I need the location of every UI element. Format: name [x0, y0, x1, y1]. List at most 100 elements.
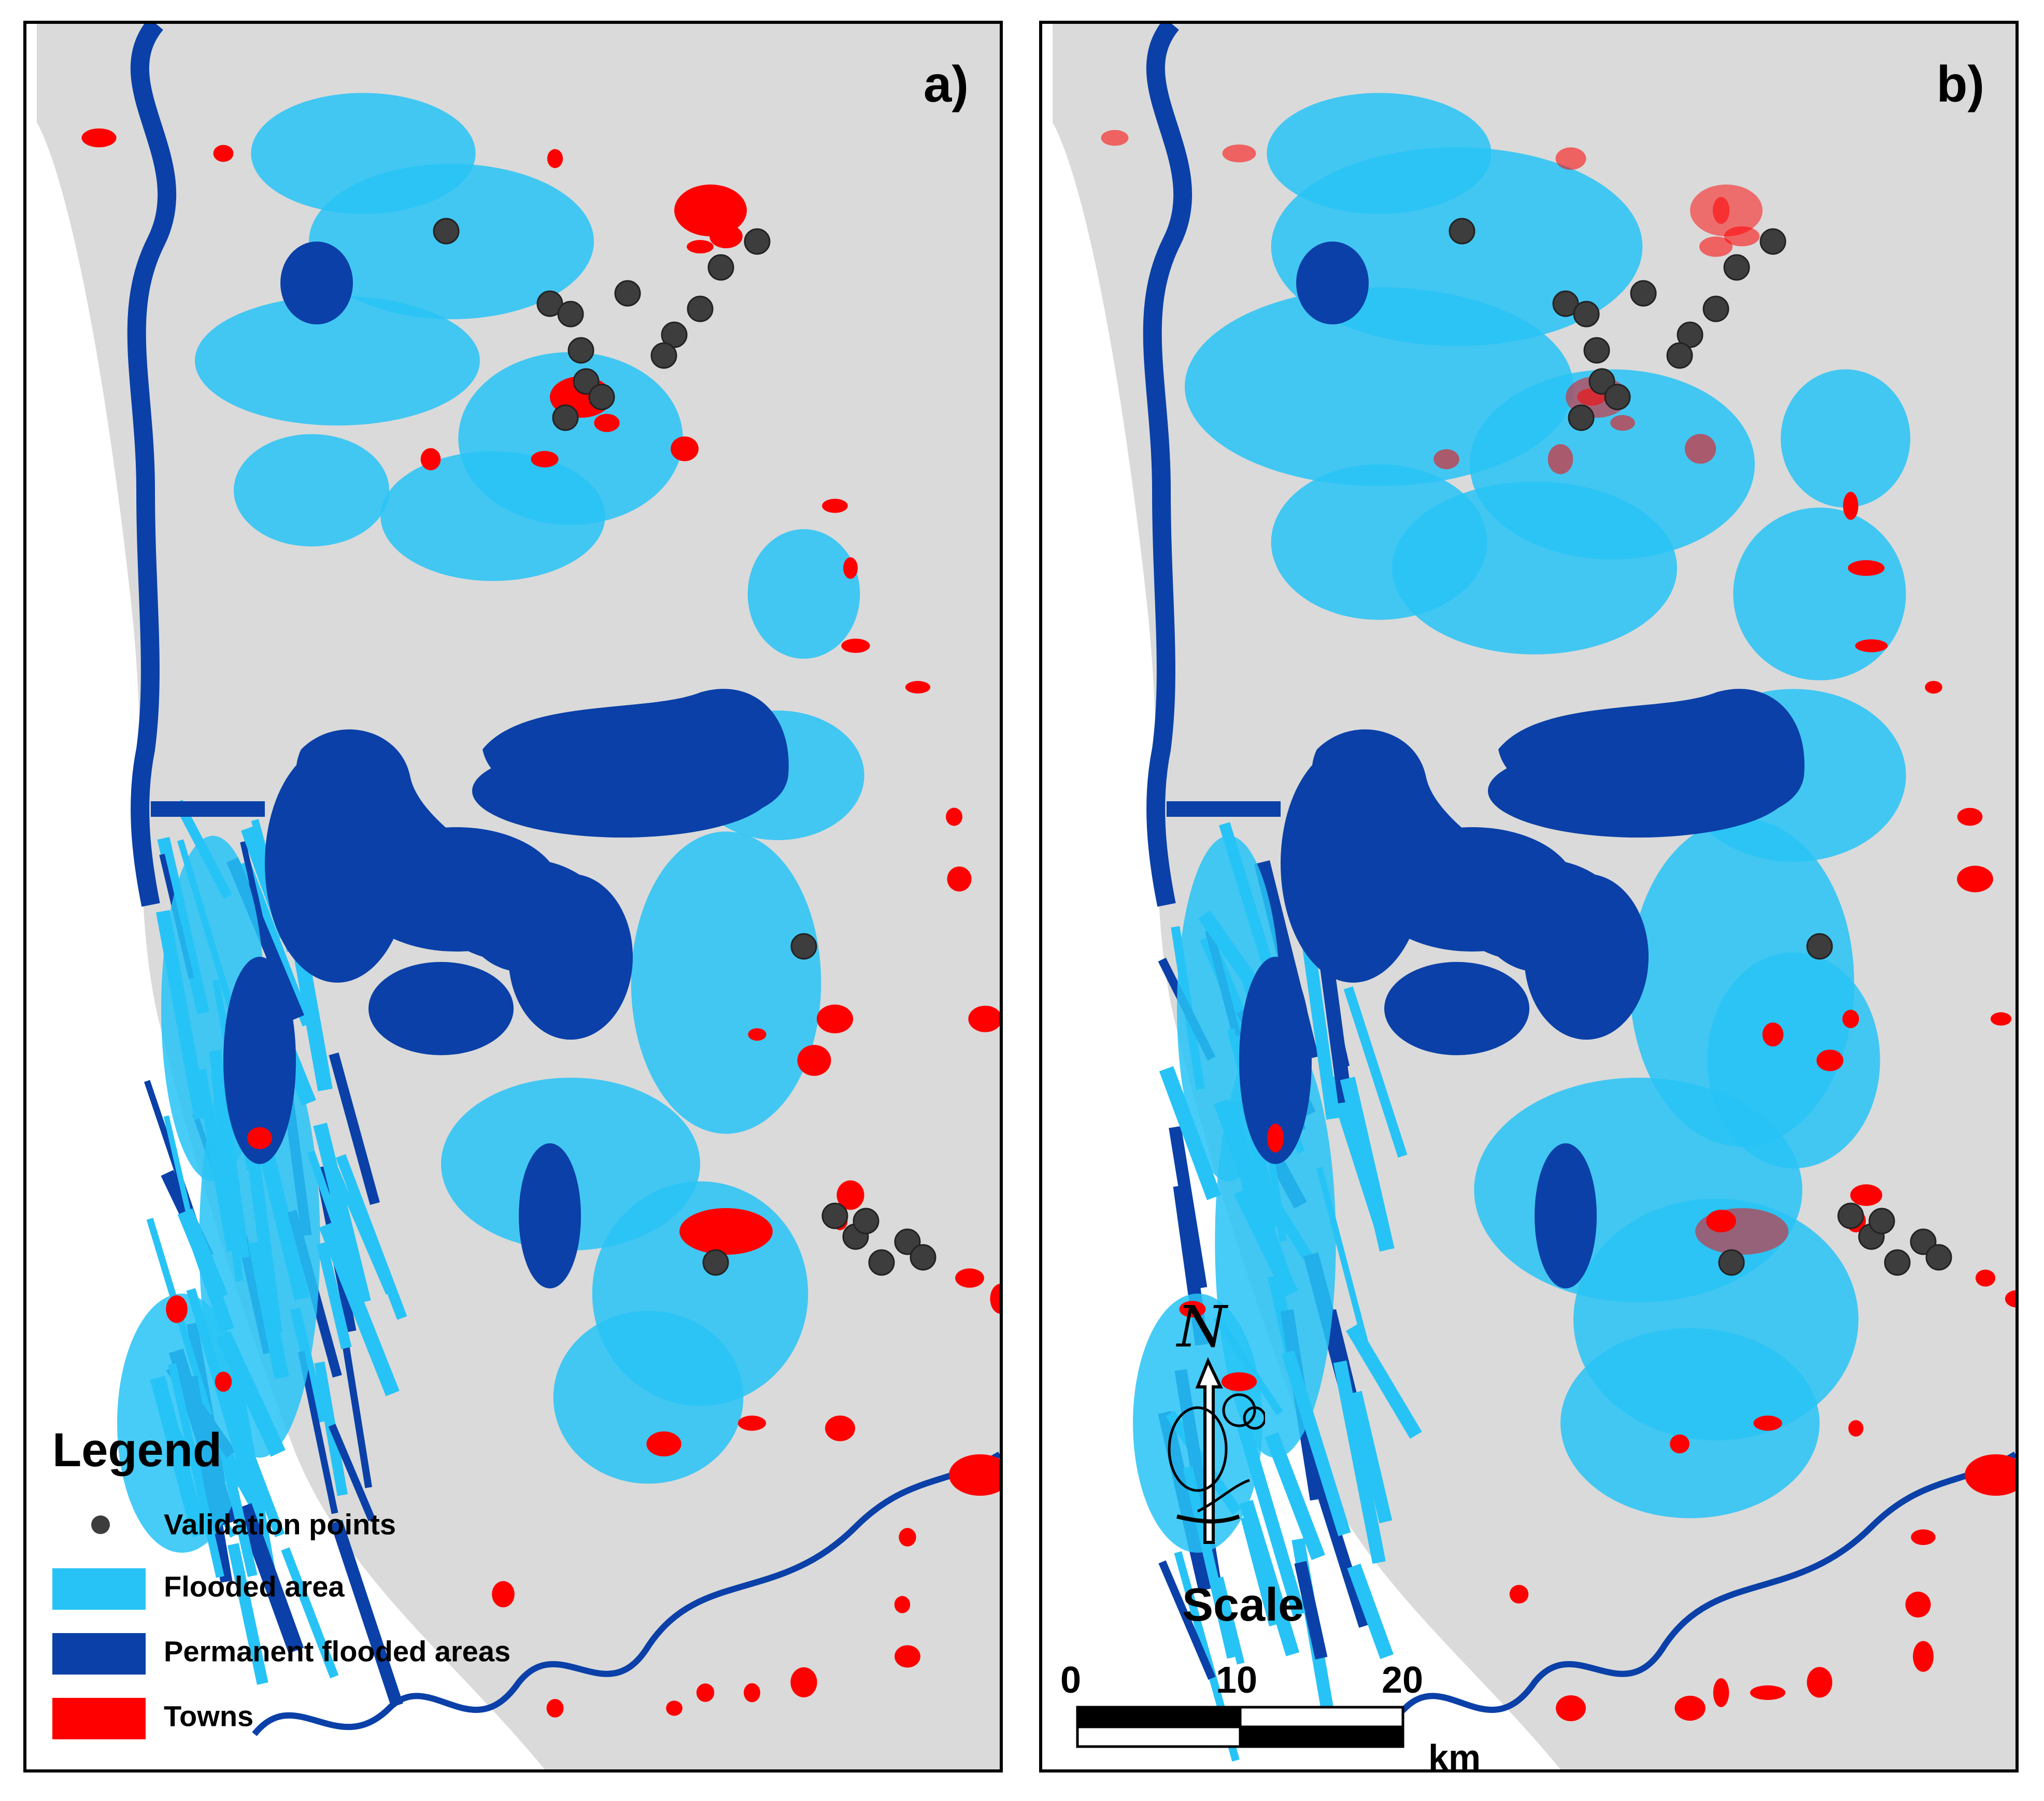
town	[825, 1415, 855, 1441]
validation-point	[552, 404, 579, 431]
flooded-area-patch	[117, 1294, 247, 1553]
town	[666, 1700, 683, 1716]
town	[1957, 866, 1993, 892]
scale-tick-20: 20	[1382, 1660, 1424, 1701]
flood-streak	[1294, 1561, 1328, 1660]
permanent-water-body	[1239, 957, 1312, 1164]
flood-streak	[297, 1351, 338, 1514]
validation-point	[1868, 1208, 1895, 1235]
validation-point	[1583, 337, 1610, 364]
validation-point	[702, 1249, 729, 1276]
flooded-area-patch	[380, 451, 605, 581]
flood-map-a	[37, 24, 1000, 1769]
town	[816, 1004, 854, 1033]
flooded-area-patch	[234, 434, 389, 547]
town	[1556, 1695, 1586, 1722]
validation-point	[707, 254, 734, 281]
town	[1179, 1300, 1206, 1318]
validation-point	[1568, 404, 1595, 431]
legend-item-towns: Towns	[52, 1693, 545, 1739]
town	[1843, 492, 1858, 520]
validation-point	[853, 1208, 879, 1235]
town	[822, 499, 848, 513]
town	[1713, 1678, 1729, 1707]
flood-streak	[227, 1543, 268, 1685]
flood-streak	[329, 1052, 380, 1205]
town	[955, 1268, 984, 1288]
validation-point	[1759, 228, 1786, 255]
town	[1221, 1372, 1257, 1392]
flood-streak	[281, 1547, 339, 1679]
town	[1855, 639, 1888, 653]
flood-streak	[1347, 1563, 1394, 1660]
town	[1850, 1184, 1882, 1206]
flooded-area-patch	[631, 831, 821, 1134]
north-arrow: N	[1161, 1294, 1265, 1563]
town	[1699, 236, 1733, 257]
flood-streak	[324, 1150, 392, 1295]
river	[1143, 24, 1193, 907]
validation-point	[821, 1202, 848, 1229]
town	[1807, 1667, 1833, 1698]
legend-label: Permanent flooded areas	[164, 1635, 511, 1668]
town	[671, 436, 699, 461]
town	[646, 1431, 682, 1457]
town	[1548, 444, 1573, 474]
towns-swatch	[52, 1698, 146, 1739]
town	[949, 1454, 1000, 1496]
flood-streak	[1333, 1360, 1386, 1564]
town	[546, 1699, 564, 1718]
town	[1433, 449, 1459, 470]
town	[946, 807, 962, 826]
flooded-area-patch	[1733, 507, 1906, 680]
permanent-water-body	[280, 242, 353, 324]
town	[748, 1028, 766, 1041]
town	[1848, 1420, 1864, 1437]
map-features	[1101, 24, 2015, 1762]
validation-point	[614, 280, 641, 307]
validation-point	[433, 218, 460, 245]
flooded-area-swatch	[52, 1568, 146, 1610]
town	[166, 1295, 188, 1323]
validation-point	[1573, 301, 1600, 328]
validation-point	[1630, 280, 1657, 307]
panel-label-b: b)	[1936, 55, 1985, 112]
town	[1911, 1529, 1936, 1545]
validation-point	[744, 228, 771, 255]
validation-point	[1677, 321, 1704, 348]
town	[594, 414, 620, 432]
town	[895, 1645, 920, 1668]
legend: Legend Validation points Flooded area Pe…	[52, 1423, 545, 1755]
flood-streak	[316, 1242, 352, 1350]
town	[696, 1683, 715, 1702]
town	[905, 680, 931, 694]
flood-streak	[1240, 1515, 1280, 1627]
permanent-water-body	[519, 1143, 581, 1288]
validation-point	[687, 295, 714, 322]
flood-streak	[1159, 1066, 1222, 1200]
validation-point	[1604, 384, 1631, 410]
town	[687, 240, 714, 253]
validation-point	[650, 342, 677, 369]
town	[947, 866, 972, 892]
town	[1674, 1695, 1706, 1721]
town	[744, 1683, 760, 1703]
town	[531, 451, 559, 467]
scale-tick-10: 10	[1216, 1660, 1258, 1701]
validation-point	[536, 290, 563, 317]
scale-bar	[1076, 1706, 1404, 1748]
town	[841, 639, 870, 653]
lagoon	[296, 729, 562, 972]
town	[420, 448, 441, 471]
town	[790, 1667, 817, 1697]
flood-streak	[1158, 1560, 1216, 1680]
permanent-water-body	[368, 962, 514, 1055]
flood-streak	[319, 1222, 400, 1396]
river-mouth	[1167, 801, 1281, 817]
town	[247, 1127, 273, 1150]
permanent-water-body	[1296, 242, 1369, 324]
town	[1990, 1012, 2012, 1026]
validation-point	[1666, 342, 1693, 369]
scale-unit: km	[1428, 1737, 1481, 1772]
town	[1101, 130, 1129, 146]
